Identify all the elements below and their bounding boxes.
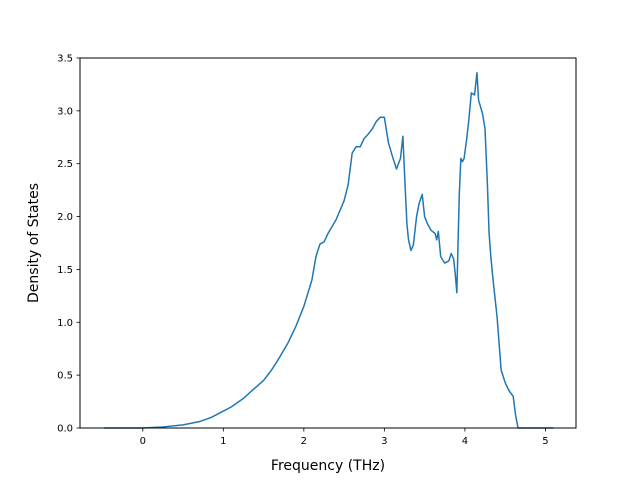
y-axis: 0.0 0.5 1.0 1.5 2.0 2.5 3.0 3.5 [57, 54, 80, 435]
x-axis-label: Frequency (THz) [271, 458, 385, 474]
axes-frame [79, 57, 577, 429]
y-tick-label: 2.5 [57, 159, 73, 170]
x-tick-label: 1 [220, 436, 226, 447]
x-tick-label: 0 [140, 436, 146, 447]
plot-area [80, 58, 576, 428]
y-axis-label: Density of States [26, 183, 42, 303]
series-layer [104, 72, 554, 429]
y-tick-label: 2.0 [57, 212, 73, 223]
y-tick-label: 1.0 [57, 318, 73, 329]
y-tick-label: 1.5 [57, 265, 73, 276]
x-axis: 0 1 2 3 4 5 [140, 428, 549, 447]
y-tick-label: 0.0 [57, 424, 73, 435]
y-tick-label: 0.5 [57, 371, 73, 382]
y-tick-label: 3.5 [57, 54, 73, 65]
x-tick-label: 2 [301, 436, 307, 447]
x-tick-label: 3 [381, 436, 387, 447]
x-tick-label: 4 [462, 436, 468, 447]
y-tick-label: 3.0 [57, 106, 73, 117]
series-line-0 [104, 72, 554, 429]
x-tick-label: 5 [542, 436, 548, 447]
